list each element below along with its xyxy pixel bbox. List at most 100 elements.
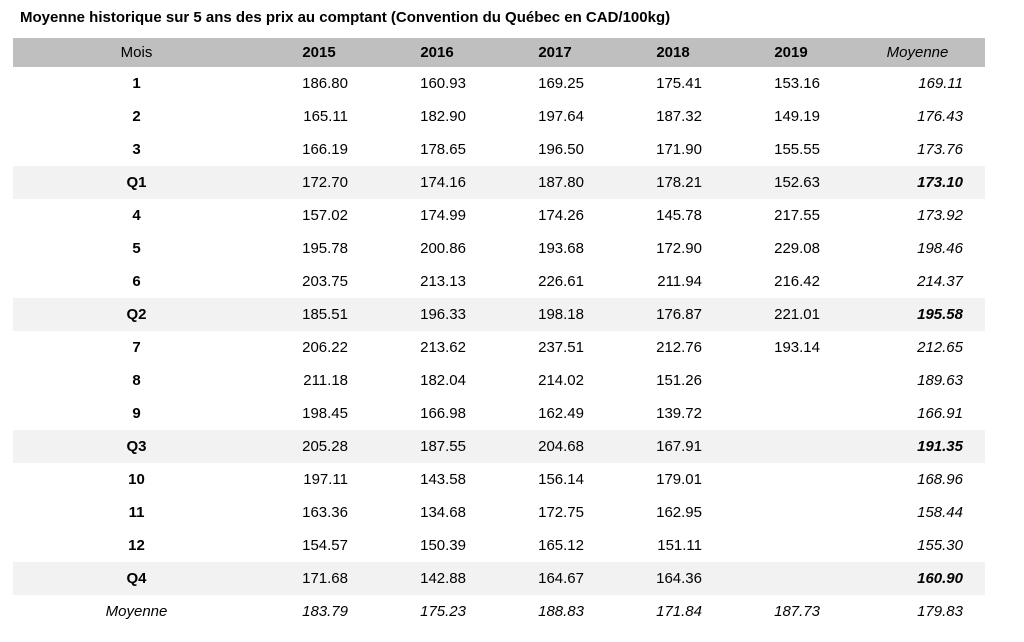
cell-average: 173.92 xyxy=(917,207,963,224)
table-row-month-7: 7 206.22 213.62 237.51 212.76 193.14 212… xyxy=(13,331,985,364)
cell: 164.36 xyxy=(614,562,732,595)
cell xyxy=(732,496,850,529)
row-label: 4 xyxy=(132,207,141,224)
cell: 198.18 xyxy=(496,298,614,331)
row-label: 7 xyxy=(132,339,141,356)
cell-average: 179.83 xyxy=(917,603,963,620)
table-row-average: Moyenne 183.79 175.23 188.83 171.84 187.… xyxy=(13,595,985,628)
table-row-month-3: 3 166.19 178.65 196.50 171.90 155.55 173… xyxy=(13,133,985,166)
table-header-row: Mois 2015 2016 2017 2018 2019 Moyenne xyxy=(13,38,985,67)
cell-average: 168.96 xyxy=(917,471,963,488)
cell xyxy=(732,463,850,496)
column-header-mois: Mois xyxy=(13,38,260,67)
cell: 214.02 xyxy=(538,372,584,389)
cell xyxy=(732,529,850,562)
cell: 221.01 xyxy=(732,298,850,331)
cell: 162.49 xyxy=(538,405,584,422)
cell: 175.23 xyxy=(420,603,466,620)
column-header-moyenne: Moyenne xyxy=(850,38,985,67)
cell: 179.01 xyxy=(656,471,702,488)
cell: 213.62 xyxy=(420,339,466,356)
cell: 151.11 xyxy=(657,537,702,554)
cell: 196.50 xyxy=(538,141,584,158)
cell: 182.04 xyxy=(420,372,466,389)
cell: 217.55 xyxy=(774,207,820,224)
column-header-2017: 2017 xyxy=(496,38,614,67)
row-label: Q1 xyxy=(13,166,260,199)
table-row-quarter-q1: Q1 172.70 174.16 187.80 178.21 152.63 17… xyxy=(13,166,985,199)
cell xyxy=(732,397,850,430)
cell: 152.63 xyxy=(732,166,850,199)
cell-average: 195.58 xyxy=(850,298,985,331)
cell: 182.90 xyxy=(420,108,466,125)
column-header-2019: 2019 xyxy=(732,38,850,67)
row-label: Q3 xyxy=(13,430,260,463)
cell: 166.19 xyxy=(302,141,348,158)
cell xyxy=(732,364,850,397)
row-label: Q2 xyxy=(13,298,260,331)
cell: 178.65 xyxy=(420,141,466,158)
table-row-quarter-q4: Q4 171.68 142.88 164.67 164.36 160.90 xyxy=(13,562,985,595)
table-row-month-4: 4 157.02 174.99 174.26 145.78 217.55 173… xyxy=(13,199,985,232)
row-label: 6 xyxy=(132,273,141,290)
cell: 188.83 xyxy=(538,603,584,620)
cell-average: 189.63 xyxy=(917,372,963,389)
cell: 160.93 xyxy=(420,75,466,92)
cell: 164.67 xyxy=(496,562,614,595)
cell: 200.86 xyxy=(420,240,466,257)
row-label: 8 xyxy=(132,372,141,389)
cell-average: 176.43 xyxy=(917,108,963,125)
row-label: 3 xyxy=(132,141,141,158)
cell: 211.94 xyxy=(657,273,702,290)
cell: 142.88 xyxy=(378,562,496,595)
cell-average: 212.65 xyxy=(917,339,963,356)
column-header-2016: 2016 xyxy=(378,38,496,67)
cell: 163.36 xyxy=(302,504,348,521)
cell: 187.32 xyxy=(656,108,702,125)
cell: 165.11 xyxy=(303,108,348,125)
cell-average: 214.37 xyxy=(917,273,963,290)
cell: 175.41 xyxy=(656,75,702,92)
cell: 197.64 xyxy=(538,108,584,125)
historical-price-table: Mois 2015 2016 2017 2018 2019 Moyenne 1 … xyxy=(13,38,985,628)
cell: 156.14 xyxy=(538,471,584,488)
cell: 150.39 xyxy=(420,537,466,554)
cell: 154.57 xyxy=(302,537,348,554)
table-row-month-11: 11 163.36 134.68 172.75 162.95 158.44 xyxy=(13,496,985,529)
cell: 178.21 xyxy=(614,166,732,199)
cell: 197.11 xyxy=(303,471,348,488)
cell: 187.55 xyxy=(378,430,496,463)
cell-average: 155.30 xyxy=(917,537,963,554)
cell: 205.28 xyxy=(260,430,378,463)
cell: 172.75 xyxy=(538,504,584,521)
row-label: Moyenne xyxy=(105,603,168,620)
cell: 193.68 xyxy=(538,240,584,257)
cell: 166.98 xyxy=(420,405,466,422)
table-row-month-8: 8 211.18 182.04 214.02 151.26 189.63 xyxy=(13,364,985,397)
row-label: 11 xyxy=(128,504,145,521)
cell: 204.68 xyxy=(496,430,614,463)
cell: 174.99 xyxy=(420,207,466,224)
table-row-month-1: 1 186.80 160.93 169.25 175.41 153.16 169… xyxy=(13,67,985,100)
cell: 212.76 xyxy=(656,339,702,356)
cell: 134.68 xyxy=(420,504,466,521)
cell-average: 160.90 xyxy=(850,562,985,595)
table-row-month-6: 6 203.75 213.13 226.61 211.94 216.42 214… xyxy=(13,265,985,298)
cell: 195.78 xyxy=(302,240,348,257)
cell: 171.90 xyxy=(656,141,702,158)
cell: 185.51 xyxy=(260,298,378,331)
cell: 174.16 xyxy=(378,166,496,199)
cell: 172.70 xyxy=(260,166,378,199)
cell: 153.16 xyxy=(774,75,820,92)
row-label: 12 xyxy=(128,537,145,554)
cell: 216.42 xyxy=(774,273,820,290)
table-row-month-10: 10 197.11 143.58 156.14 179.01 168.96 xyxy=(13,463,985,496)
cell-average: 158.44 xyxy=(917,504,963,521)
row-label: 1 xyxy=(132,75,141,92)
cell: 169.25 xyxy=(538,75,584,92)
cell: 183.79 xyxy=(302,603,348,620)
row-label: 10 xyxy=(128,471,145,488)
row-label: 9 xyxy=(132,405,141,422)
cell: 165.12 xyxy=(538,537,584,554)
cell: 171.84 xyxy=(656,603,702,620)
